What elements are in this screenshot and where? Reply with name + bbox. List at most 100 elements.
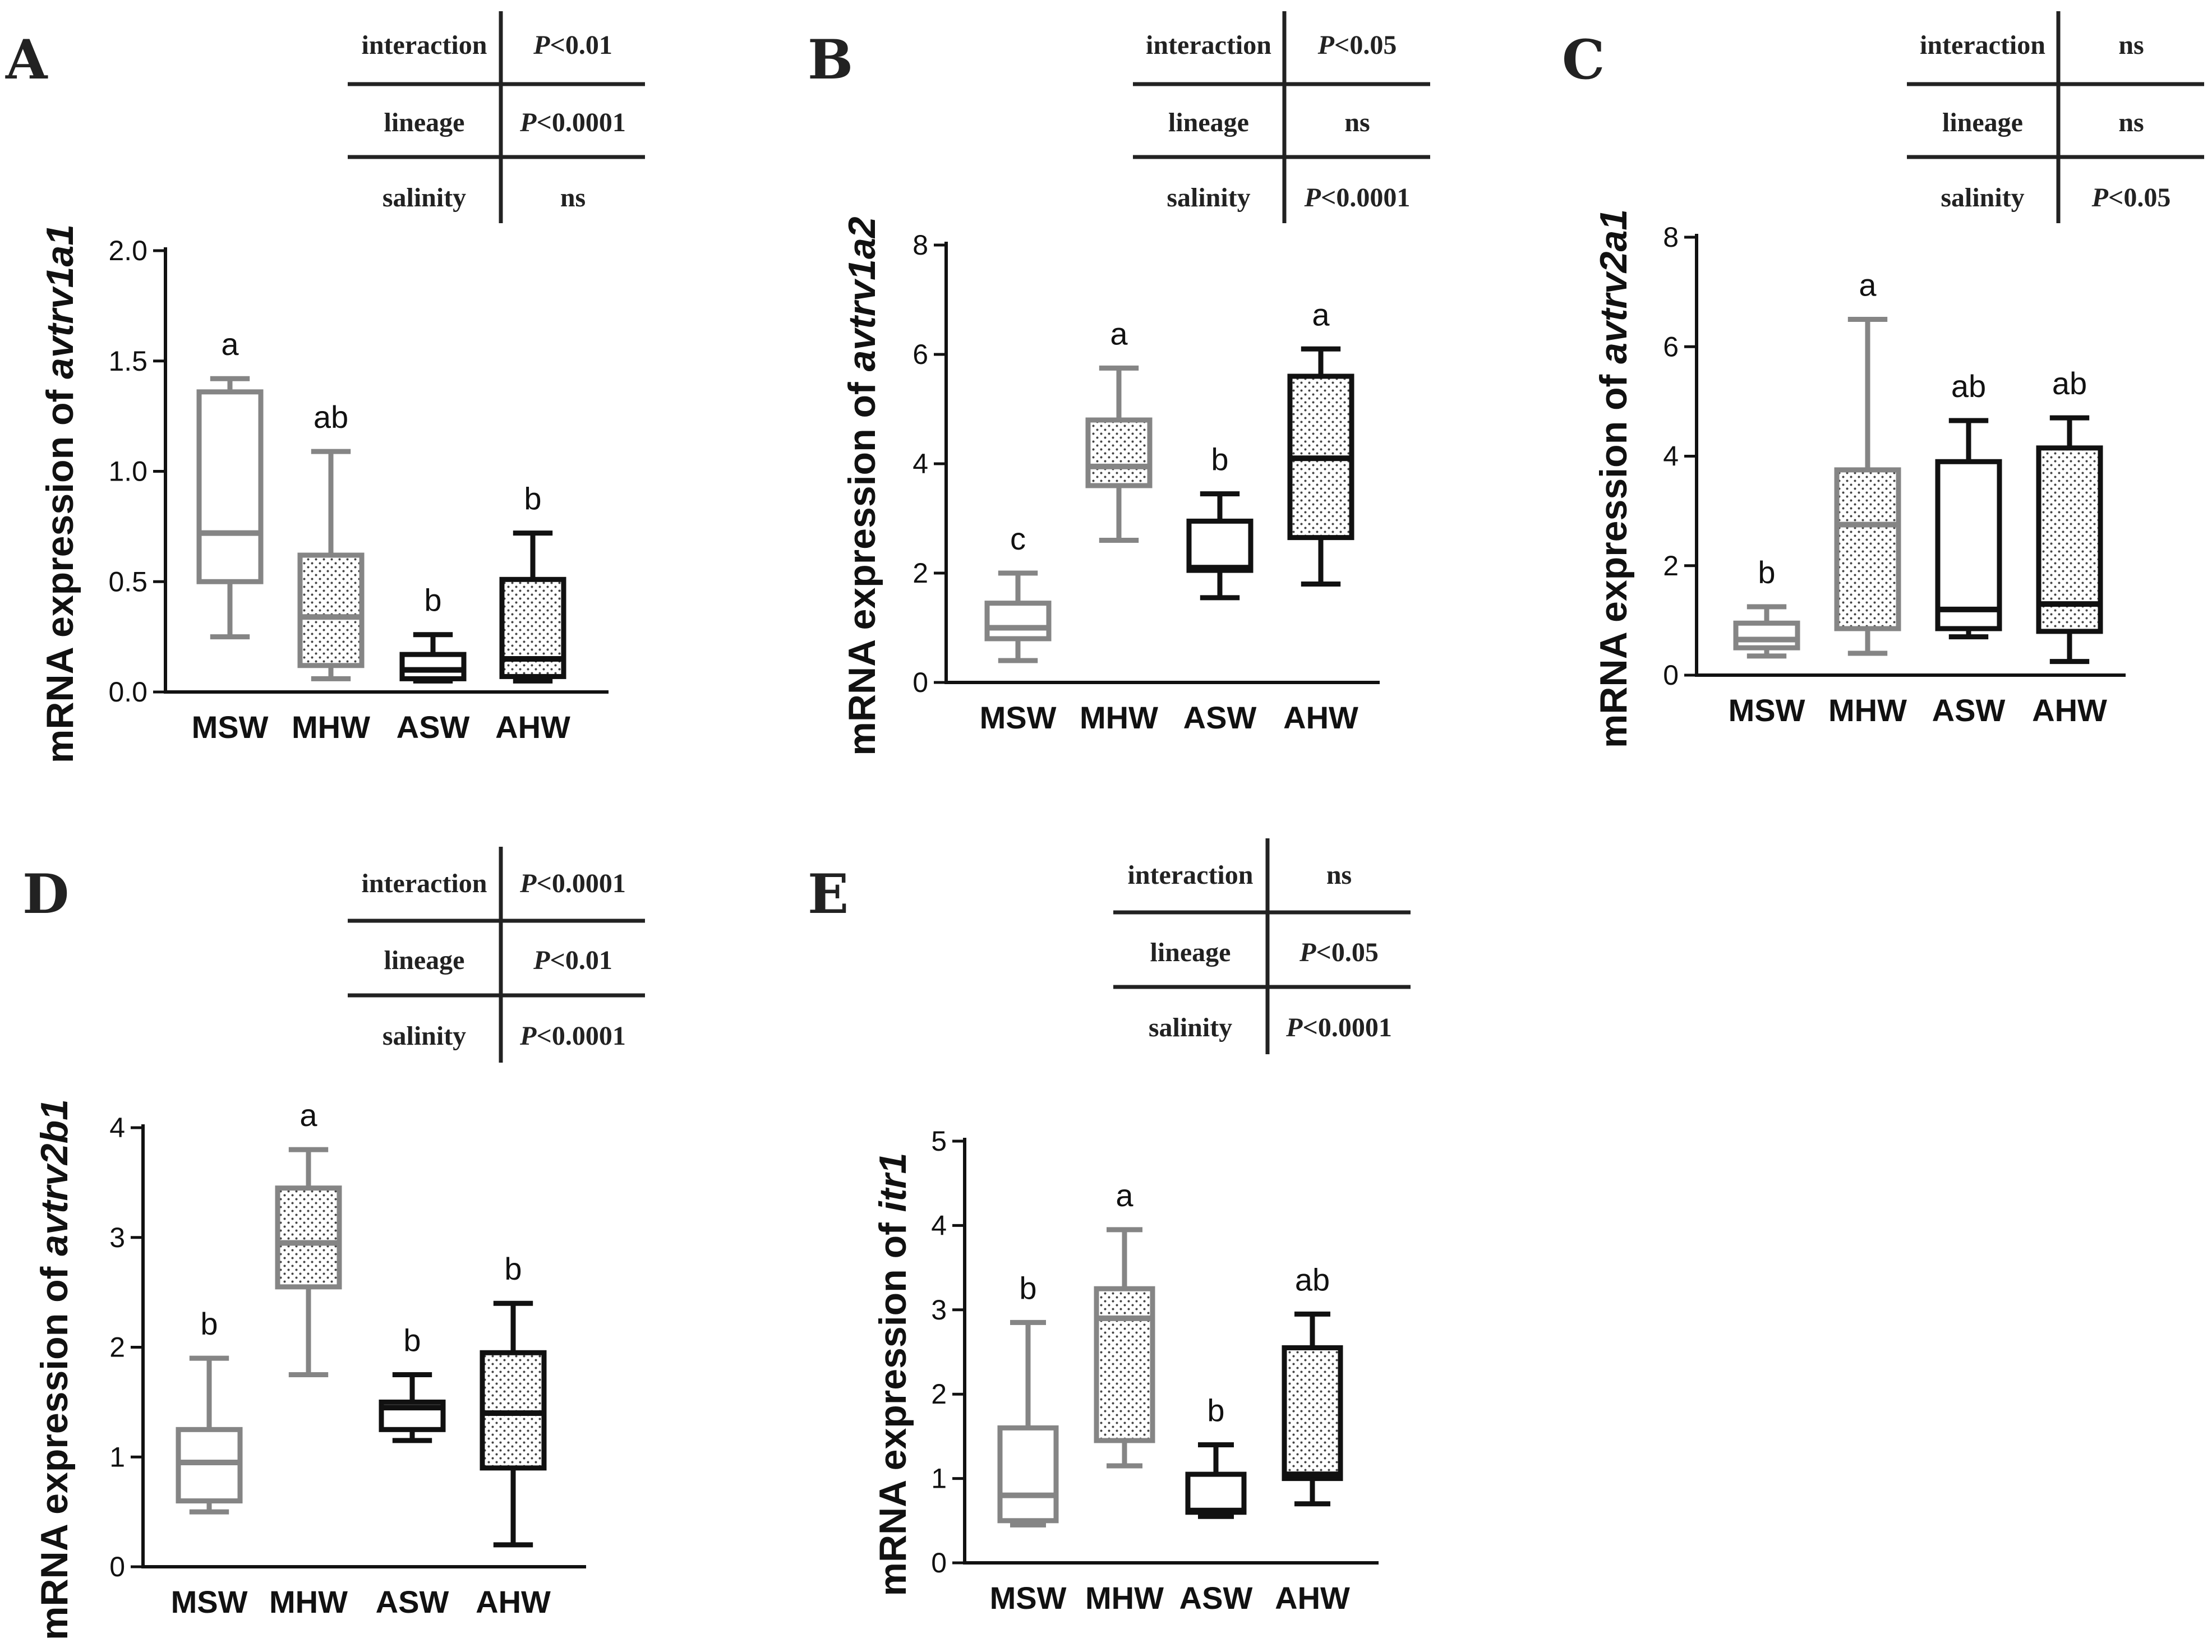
box-iqr [984, 601, 1052, 642]
panel-c-stat-term: salinity [1941, 183, 2024, 213]
significance-letter: a [1110, 316, 1128, 351]
panel-a-x-tick-label: MSW [192, 709, 269, 745]
significance-letter: b [200, 1306, 218, 1341]
panel-e-y-tick-label: 5 [931, 1125, 947, 1157]
panel-a-stat-value: P<0.0001 [519, 108, 626, 137]
panel-b-x-tick-label: AHW [1283, 700, 1358, 735]
box-iqr [275, 1185, 342, 1290]
box-iqr [1186, 518, 1254, 573]
panel-e-box-mhw: a [1094, 1178, 1155, 1469]
panel-d-stat-value: P<0.01 [533, 945, 612, 975]
panel-e-y-tick-label: 1 [931, 1463, 947, 1494]
panel-e-box-ahw: ab [1282, 1262, 1343, 1507]
panel-b-x-tick-label: ASW [1183, 700, 1257, 735]
box-iqr [196, 389, 264, 584]
box-iqr [1094, 1286, 1155, 1443]
panel-b-y-tick-label: 8 [913, 229, 928, 261]
panel-e-stat-value: P<0.05 [1299, 938, 1379, 967]
panel-d-y-tick-label: 3 [109, 1222, 125, 1253]
panel-a-y-tick-label: 0.5 [108, 566, 148, 597]
panel-c-y-tick-label: 4 [1663, 441, 1679, 472]
panel-d-x-tick-label: MHW [269, 1584, 348, 1619]
panel-a-x-tick-label: AHW [495, 709, 570, 745]
panel-a-stat-term: salinity [383, 183, 466, 213]
panel-e-stat-term: interaction [1128, 860, 1254, 890]
significance-letter: a [1116, 1178, 1133, 1213]
panel-e-y-tick-label: 0 [931, 1547, 947, 1579]
panel-a-stat-value: P<0.01 [533, 30, 612, 60]
panel-b-stat-term: salinity [1167, 183, 1250, 213]
significance-letter: a [1859, 267, 1877, 302]
significance-letter: b [1019, 1270, 1036, 1305]
box-iqr [1085, 417, 1153, 488]
panel-b-y-tick-label: 0 [913, 667, 928, 698]
significance-letter: a [221, 326, 239, 362]
panel-d-stat-term: interaction [362, 869, 487, 898]
panel-d-box-ahw: b [480, 1251, 547, 1548]
panel-a-y-tick-label: 2.0 [108, 235, 148, 266]
significance-letter: ab [1951, 368, 1986, 404]
panel-d-letter: D [22, 862, 69, 926]
panel-b-x-tick-label: MHW [1080, 700, 1158, 735]
panel-c-x-tick-label: MHW [1828, 693, 1907, 728]
significance-letter: b [1211, 442, 1228, 477]
panel-e-y-label: mRNA expression of itr1 [872, 1152, 914, 1596]
panel-a-x-tick-label: MHW [292, 709, 370, 745]
panel-b-box-mhw: a [1085, 316, 1153, 543]
panel-b-y-tick-label: 4 [913, 448, 928, 479]
panel-b-stat-value: P<0.05 [1317, 30, 1397, 60]
significance-letter: c [1010, 521, 1026, 556]
panel-a-stat-value: ns [560, 183, 586, 213]
panel-e-y-tick-label: 4 [931, 1210, 947, 1241]
panel-c-stat-term: interaction [1920, 30, 2045, 60]
significance-letter: b [424, 583, 441, 618]
panel-d-x-tick-label: AHW [476, 1584, 551, 1619]
panel-a-box-mhw: ab [297, 399, 365, 681]
panel-a-y-tick-label: 0.0 [108, 676, 148, 708]
panel-d-x-tick-label: ASW [376, 1584, 449, 1619]
panel-a-box-msw: a [196, 326, 264, 640]
panel-d-y-tick-label: 0 [109, 1551, 125, 1582]
panel-c-y-tick-label: 8 [1663, 222, 1679, 253]
panel-e-x-tick-label: MHW [1085, 1580, 1164, 1616]
box-iqr [1935, 459, 2002, 631]
panel-e-stat-term: lineage [1150, 938, 1231, 967]
panel-c-x-tick-label: ASW [1932, 693, 2006, 728]
panel-a-y-tick-label: 1.0 [108, 456, 148, 487]
panel-e-letter: E [808, 862, 849, 926]
panel-c-x-tick-label: MSW [1729, 693, 1805, 728]
significance-letter: b [504, 1251, 522, 1286]
panel-c-x-tick-label: AHW [2032, 693, 2107, 728]
significance-letter: b [1758, 555, 1775, 590]
panel-e-y-tick-label: 2 [931, 1378, 947, 1410]
significance-letter: ab [2052, 366, 2087, 401]
panel-b-stat-term: interaction [1146, 30, 1271, 60]
panel-a-stat-term: interaction [362, 30, 487, 60]
significance-letter: b [524, 481, 541, 516]
panel-b-stat-value: P<0.0001 [1304, 183, 1411, 213]
box-iqr [297, 552, 365, 668]
panel-e-stat-value: P<0.0001 [1285, 1013, 1392, 1042]
panel-a-letter: A [5, 28, 48, 91]
panel-c-y-tick-label: 2 [1663, 550, 1679, 582]
box-iqr [1733, 620, 1800, 650]
panel-c-stat-value: ns [2118, 30, 2144, 60]
panel-c-box-mhw: a [1834, 267, 1901, 656]
panel-c-stat-value: ns [2118, 108, 2144, 137]
box-iqr [1282, 1345, 1343, 1482]
panel-d-y-tick-label: 2 [109, 1332, 125, 1363]
panel-a-box-asw: b [399, 583, 467, 684]
panel-d-stat-term: salinity [383, 1021, 466, 1051]
panel-c-y-tick-label: 6 [1663, 331, 1679, 362]
significance-letter: b [1207, 1392, 1224, 1428]
panel-b-y-tick-label: 6 [913, 339, 928, 370]
panel-e-box-asw: b [1185, 1392, 1247, 1519]
panel-b-y-label: mRNA expression of avtrv1a2 [841, 216, 883, 755]
panel-a-y-tick-label: 1.5 [108, 345, 148, 377]
panel-d-x-tick-label: MSW [171, 1584, 248, 1619]
panel-c-stat-term: lineage [1942, 108, 2023, 137]
